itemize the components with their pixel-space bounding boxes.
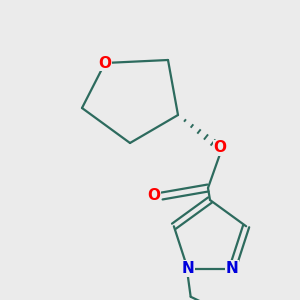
Text: N: N xyxy=(181,261,194,276)
Text: N: N xyxy=(226,261,239,276)
Text: O: O xyxy=(214,140,226,155)
Text: O: O xyxy=(98,56,112,70)
Text: O: O xyxy=(148,188,160,203)
